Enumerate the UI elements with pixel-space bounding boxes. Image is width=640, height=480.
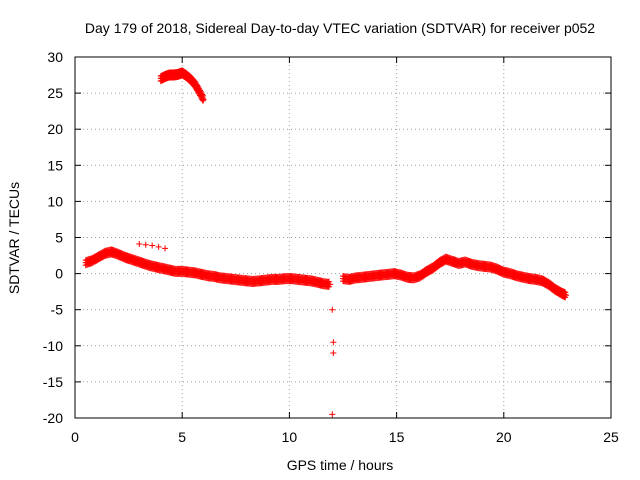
y-tick-label: 25: [47, 85, 63, 101]
x-tick-label: 25: [603, 429, 619, 445]
data-point: [330, 350, 337, 357]
x-tick-label: 10: [282, 429, 298, 445]
data-point: [199, 97, 206, 104]
data-point: [142, 241, 149, 248]
y-tick-label: -20: [43, 410, 63, 426]
series-sdtvar-high-arc: [157, 67, 207, 104]
data-point: [162, 245, 169, 252]
y-tick-label: 30: [47, 49, 63, 65]
x-axis-title: GPS time / hours: [287, 457, 394, 473]
y-tick-label: -15: [43, 374, 63, 390]
y-tick-label: 20: [47, 121, 63, 137]
series-sdtvar-main-track-second-half: [340, 253, 569, 301]
x-tick-label: 20: [496, 429, 512, 445]
data-point: [329, 411, 336, 418]
data-point: [562, 292, 569, 299]
data-point: [155, 243, 162, 250]
data-point: [329, 306, 336, 313]
x-tick-label: 0: [71, 429, 79, 445]
ticks: 0 5 10 15 20 25 -20 -15 -10 -5 0 5 10 15 20 25 30: [43, 49, 619, 445]
series-sdtvar-short-arc: [136, 240, 169, 252]
data-point: [330, 339, 337, 346]
y-tick-label: 5: [55, 230, 63, 246]
y-axis-title: SDTVAR / TECUs: [6, 182, 22, 294]
series-sdtvar-outliers: [329, 306, 337, 418]
y-tick-label: -5: [51, 302, 64, 318]
y-tick-label: 10: [47, 193, 63, 209]
data-point: [200, 96, 207, 103]
series-sdtvar-main-track: [82, 246, 334, 290]
x-tick-label: 15: [389, 429, 405, 445]
x-tick-label: 5: [178, 429, 186, 445]
y-tick-label: 15: [47, 157, 63, 173]
data-points: [82, 67, 569, 418]
data-point: [149, 242, 156, 249]
chart-title: Day 179 of 2018, Sidereal Day-to-day VTE…: [85, 20, 595, 36]
y-tick-label: 0: [55, 266, 63, 282]
data-point: [327, 281, 334, 288]
data-point: [136, 240, 143, 247]
y-tick-label: -10: [43, 338, 63, 354]
